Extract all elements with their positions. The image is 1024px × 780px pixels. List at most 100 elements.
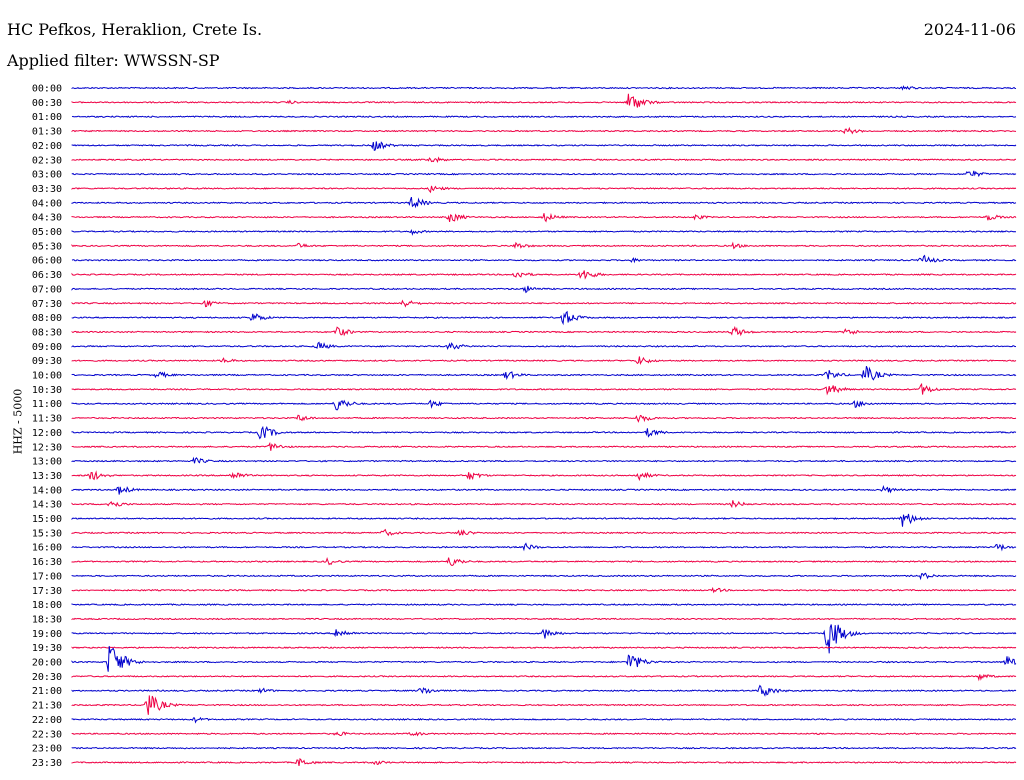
time-tick-label: 14:00 (32, 485, 62, 496)
time-tick-label: 08:30 (32, 327, 62, 338)
trace-line-0630 (71, 270, 1017, 280)
trace-line-2130 (71, 695, 1017, 715)
time-tick-label: 23:30 (32, 758, 62, 769)
time-tick-label: 22:00 (32, 715, 62, 726)
time-tick-label: 21:30 (32, 701, 62, 712)
time-tick-label: 16:30 (32, 557, 62, 568)
trace-line-1030 (71, 382, 1017, 396)
trace-line-0800 (71, 310, 1017, 326)
time-tick-label: 12:30 (32, 442, 62, 453)
trace-line-1730 (71, 586, 1017, 594)
trace-line-0400 (71, 196, 1017, 209)
time-tick-label: 03:30 (32, 184, 62, 195)
time-tick-label: 19:30 (32, 643, 62, 654)
time-tick-label: 08:00 (32, 313, 62, 324)
trace-line-0500 (71, 228, 1016, 236)
trace-line-1230 (71, 441, 1017, 451)
trace-line-0300 (71, 170, 1017, 178)
trace-line-0700 (71, 285, 1017, 294)
time-tick-label: 13:30 (32, 471, 62, 482)
trace-line-1530 (71, 528, 1017, 537)
trace-line-2230 (71, 731, 1017, 737)
trace-line-1300 (71, 456, 1017, 464)
trace-line-1330 (71, 470, 1017, 482)
trace-line-0900 (71, 341, 1017, 350)
time-tick-label: 19:00 (32, 629, 62, 640)
time-tick-label: 01:00 (32, 112, 62, 123)
time-tick-label: 04:30 (32, 213, 62, 224)
trace-line-1500 (71, 513, 1017, 527)
time-tick-label: 16:00 (32, 543, 62, 554)
time-tick-label: 20:30 (32, 672, 62, 683)
trace-line-1600 (71, 542, 1017, 552)
time-tick-label: 13:00 (32, 457, 62, 468)
time-tick-label: 06:00 (32, 256, 62, 267)
time-tick-label: 18:00 (32, 600, 62, 611)
time-tick-label: 00:00 (32, 84, 62, 95)
filter-label: Applied filter: WWSSN-SP (7, 51, 220, 70)
trace-line-2030 (71, 673, 1017, 682)
time-tick-label: 18:30 (32, 614, 62, 625)
time-tick-label: 01:30 (32, 127, 62, 138)
time-tick-label: 06:30 (32, 270, 62, 281)
time-tick-label: 02:00 (32, 141, 62, 152)
trace-line-1430 (71, 500, 1017, 509)
time-tick-label: 02:30 (32, 155, 62, 166)
station-title: HC Pefkos, Heraklion, Crete Is. (7, 20, 263, 39)
trace-line-1800 (71, 603, 1017, 606)
trace-line-0430 (71, 212, 1017, 223)
time-tick-label: 14:30 (32, 500, 62, 511)
trace-line-0930 (71, 356, 1017, 366)
trace-line-2000 (71, 646, 1017, 672)
time-tick-label: 10:00 (32, 371, 62, 382)
time-tick-label: 12:00 (32, 428, 62, 439)
trace-line-1200 (71, 425, 1017, 440)
trace-line-0330 (71, 185, 1017, 194)
time-tick-label: 07:30 (32, 299, 62, 310)
trace-line-2330 (71, 757, 1017, 766)
trace-line-0600 (71, 254, 1017, 264)
time-tick-label: 22:30 (32, 729, 62, 740)
time-tick-label: 15:00 (32, 514, 62, 525)
time-tick-label: 05:30 (32, 241, 62, 252)
trace-line-0130 (71, 126, 1017, 135)
trace-line-1130 (71, 414, 1017, 423)
time-tick-label: 11:30 (32, 414, 62, 425)
time-tick-label: 17:00 (32, 571, 62, 582)
time-tick-label: 11:00 (32, 399, 62, 410)
time-tick-label: 21:00 (32, 686, 62, 697)
trace-line-1630 (71, 557, 1017, 566)
trace-line-1900 (71, 624, 1017, 654)
trace-line-0830 (71, 325, 1017, 337)
trace-line-1700 (71, 572, 1017, 581)
trace-line-2200 (71, 716, 1017, 724)
time-tick-label: 09:30 (32, 356, 62, 367)
time-tick-label: 10:30 (32, 385, 62, 396)
trace-line-0100 (71, 115, 1017, 119)
time-tick-label: 03:00 (32, 170, 62, 181)
time-tick-label: 04:00 (32, 198, 62, 209)
time-tick-label: 23:00 (32, 744, 62, 755)
time-tick-label: 00:30 (32, 98, 62, 109)
time-tick-label: 17:30 (32, 586, 62, 597)
trace-line-2100 (71, 684, 1017, 697)
time-tick-label: 07:00 (32, 284, 62, 295)
trace-line-1830 (71, 617, 1017, 621)
trace-line-0230 (71, 156, 1017, 163)
trace-line-1100 (71, 399, 1017, 411)
trace-line-0530 (71, 241, 1017, 250)
trace-line-2300 (71, 746, 1017, 750)
trace-line-0000 (71, 85, 1017, 91)
trace-line-1930 (71, 646, 1017, 649)
time-tick-label: 09:00 (32, 342, 62, 353)
trace-line-1000 (71, 366, 1017, 381)
trace-line-0730 (71, 299, 1017, 308)
time-tick-label: 05:00 (32, 227, 62, 238)
time-tick-label: 15:30 (32, 528, 62, 539)
date-label: 2024-11-06 (923, 20, 1016, 39)
trace-line-0200 (71, 141, 1017, 152)
trace-line-0030 (71, 93, 1017, 108)
trace-line-1400 (71, 484, 1017, 495)
time-tick-label: 20:00 (32, 658, 62, 669)
